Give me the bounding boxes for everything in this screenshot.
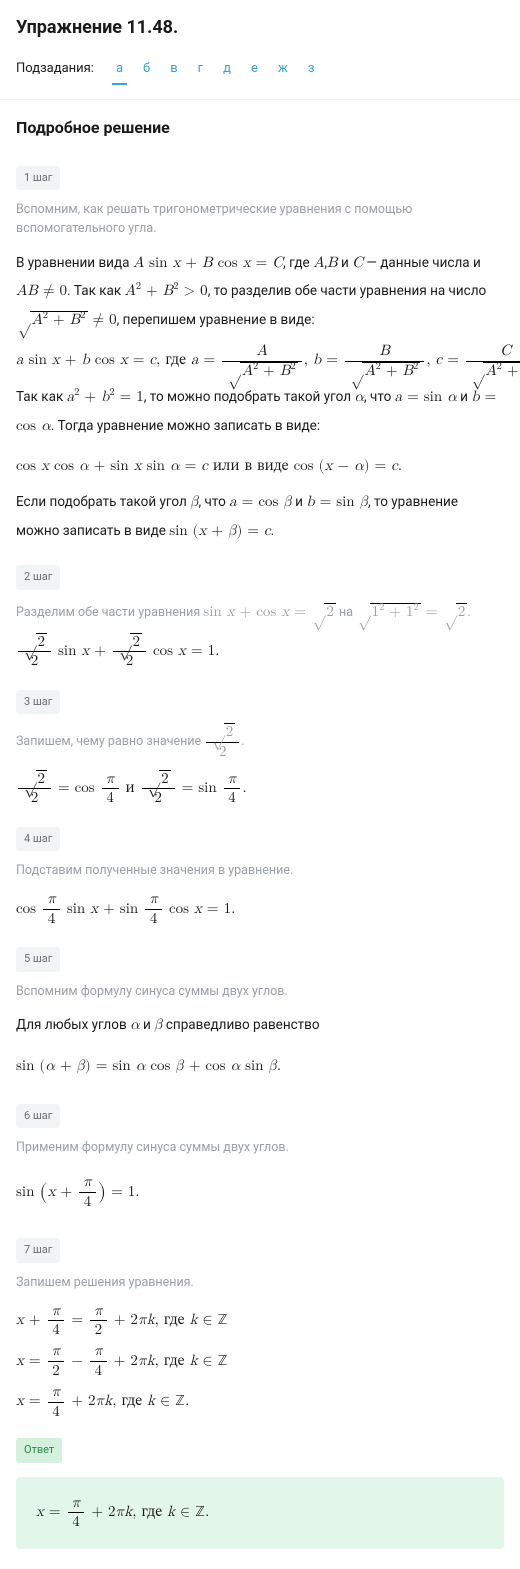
step-block: 5 шаг Вспомним формулу синуса суммы двух … xyxy=(16,939,504,1083)
subtasks-list: абвгдежз xyxy=(106,55,325,83)
subtask-tab[interactable]: е xyxy=(241,55,268,83)
step-block: 6 шаг Применим формулу синуса суммы двух … xyxy=(16,1096,504,1218)
step-badge: 6 шаг xyxy=(16,1104,60,1129)
subtask-tab[interactable]: б xyxy=(133,55,160,83)
step-block: 7 шаг Запишем решения уравнения. x + π4 = … xyxy=(16,1230,504,1420)
steps-container: 1 шаг Вспомним, как решать тригонометриче… xyxy=(16,158,504,1421)
step-badge: 4 шаг xyxy=(16,827,60,852)
answer-section: Ответ x = π4 + 2πk, где k ∈ ℤ. xyxy=(16,1432,504,1549)
step-body: 22 sin x + 22 cos x = 1. xyxy=(16,633,504,670)
solution-heading: Подробное решение xyxy=(16,116,504,140)
subtasks-row: Подзадания: абвгдежз xyxy=(16,55,504,83)
step-block: 4 шаг Подставим полученные значения в ура… xyxy=(16,819,504,928)
step-badge: 2 шаг xyxy=(16,565,60,590)
answer-badge: Ответ xyxy=(16,1438,62,1463)
step-body: 22 = cos π4 и 22 = sin π4. xyxy=(16,770,504,807)
step-intro: Запишем решения уравнения. xyxy=(16,1273,504,1292)
step-body: sin (x + π4) = 1. xyxy=(16,1168,504,1218)
step-intro: Запишем, чему равно значение 22. xyxy=(16,724,504,760)
step-badge: 3 шаг xyxy=(16,690,60,715)
step-intro: Вспомним формулу синуса суммы двух углов… xyxy=(16,982,504,1001)
step-body: cos π4 sin x + sin π4 cos x = 1. xyxy=(16,891,504,928)
step-intro: Разделим обе части уравнения sin x + cos… xyxy=(16,600,504,623)
subtask-tab[interactable]: г xyxy=(188,55,213,83)
step-intro: Подставим полученные значения в уравнени… xyxy=(16,861,504,880)
subtask-tab[interactable]: д xyxy=(213,55,241,83)
subtasks-label: Подзадания: xyxy=(16,59,94,79)
step-badge: 7 шаг xyxy=(16,1238,60,1263)
step-badge: 1 шаг xyxy=(16,166,60,191)
subtask-tab[interactable]: ж xyxy=(268,55,298,83)
step-block: 1 шаг Вспомним, как решать тригонометриче… xyxy=(16,158,504,546)
step-block: 2 шаг Разделим обе части уравнения sin x … xyxy=(16,557,504,670)
exercise-title: Упражнение 11.48. xyxy=(16,14,504,41)
subtask-tab[interactable]: в xyxy=(160,55,187,83)
step-body: x + π4 = π2 + 2πk, где k ∈ ℤx = π2 − π4 … xyxy=(16,1302,504,1420)
step-intro: Вспомним, как решать тригонометрические … xyxy=(16,200,504,239)
subtask-tab[interactable]: а xyxy=(106,55,133,83)
step-body: Для любых углов α и β справедливо равенс… xyxy=(16,1011,504,1084)
subtask-tab[interactable]: з xyxy=(298,55,325,83)
step-badge: 5 шаг xyxy=(16,947,60,972)
step-block: 3 шаг Запишем, чему равно значение 22. 22 … xyxy=(16,682,504,807)
divider xyxy=(0,99,520,100)
answer-box: x = π4 + 2πk, где k ∈ ℤ. xyxy=(16,1477,504,1549)
step-intro: Применим формулу синуса суммы двух углов… xyxy=(16,1138,504,1157)
step-body: В уравнении вида A sin x + B cos x = C, … xyxy=(16,249,504,545)
